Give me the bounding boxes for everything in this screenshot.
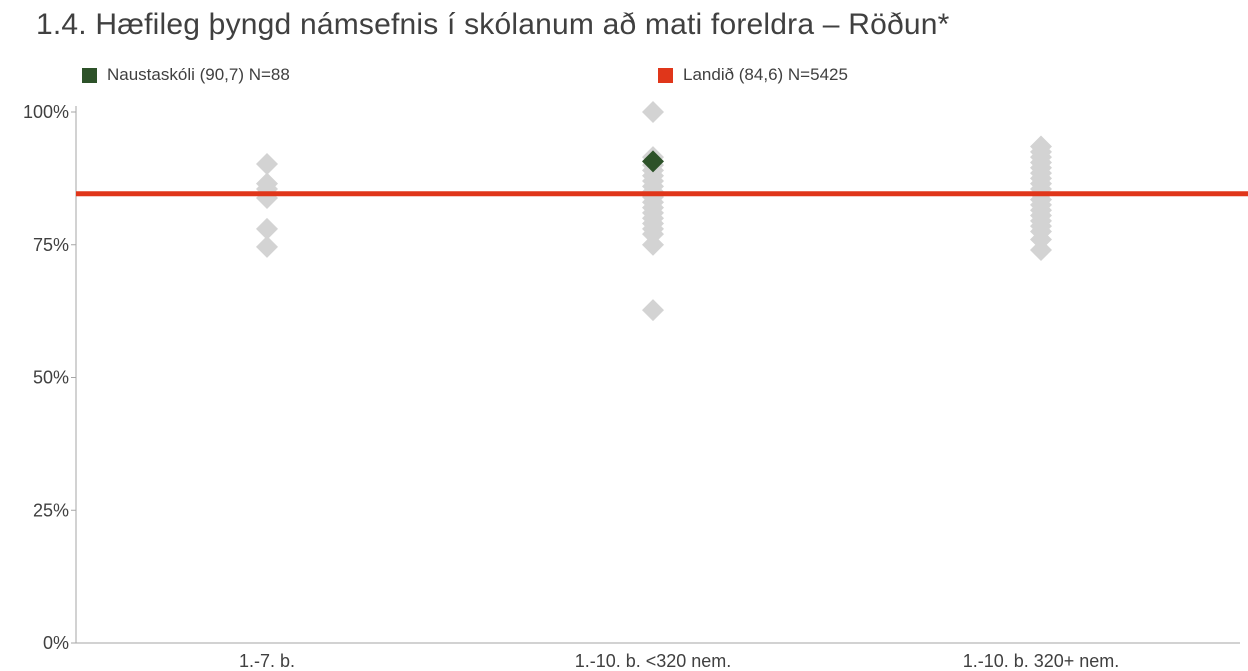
legend-swatch-naustaskoli xyxy=(82,67,97,83)
legend-item-naustaskoli: Naustaskóli (90,7) N=88 xyxy=(82,64,290,86)
legend-label-naustaskoli: Naustaskóli (90,7) N=88 xyxy=(107,65,290,84)
x-tick-label: 1.-10. b. <320 nem. xyxy=(575,651,732,671)
y-tick-label: 100% xyxy=(23,102,69,122)
chart-title: 1.4. Hæfileg þyngd námsefnis í skólanum … xyxy=(36,8,950,41)
y-tick-label: 25% xyxy=(33,500,69,520)
highlighted-school-point xyxy=(642,150,664,173)
data-point xyxy=(642,233,664,256)
legend-item-landid: Landið (84,6) N=5425 xyxy=(658,64,848,86)
y-tick-label: 0% xyxy=(43,633,69,653)
x-tick-label: 1.-10. b. 320+ nem. xyxy=(963,651,1120,671)
y-tick-label: 75% xyxy=(33,235,69,255)
points-layer xyxy=(256,101,1052,322)
data-point xyxy=(256,153,278,176)
data-point xyxy=(642,101,664,123)
axes-layer: 0% 25% 50% 75% 100% 1.-7. b. 1.-10. b. <320 ne… xyxy=(23,102,1240,671)
data-point xyxy=(256,217,278,240)
legend-swatch-landid xyxy=(658,67,673,83)
highlight-layer xyxy=(642,150,664,173)
data-point xyxy=(256,235,278,258)
legend-label-landid: Landið (84,6) N=5425 xyxy=(683,65,848,84)
data-point xyxy=(1030,239,1052,262)
x-tick-label: 1.-7. b. xyxy=(239,651,295,671)
y-tick-label: 50% xyxy=(33,368,69,388)
data-point xyxy=(642,299,664,322)
